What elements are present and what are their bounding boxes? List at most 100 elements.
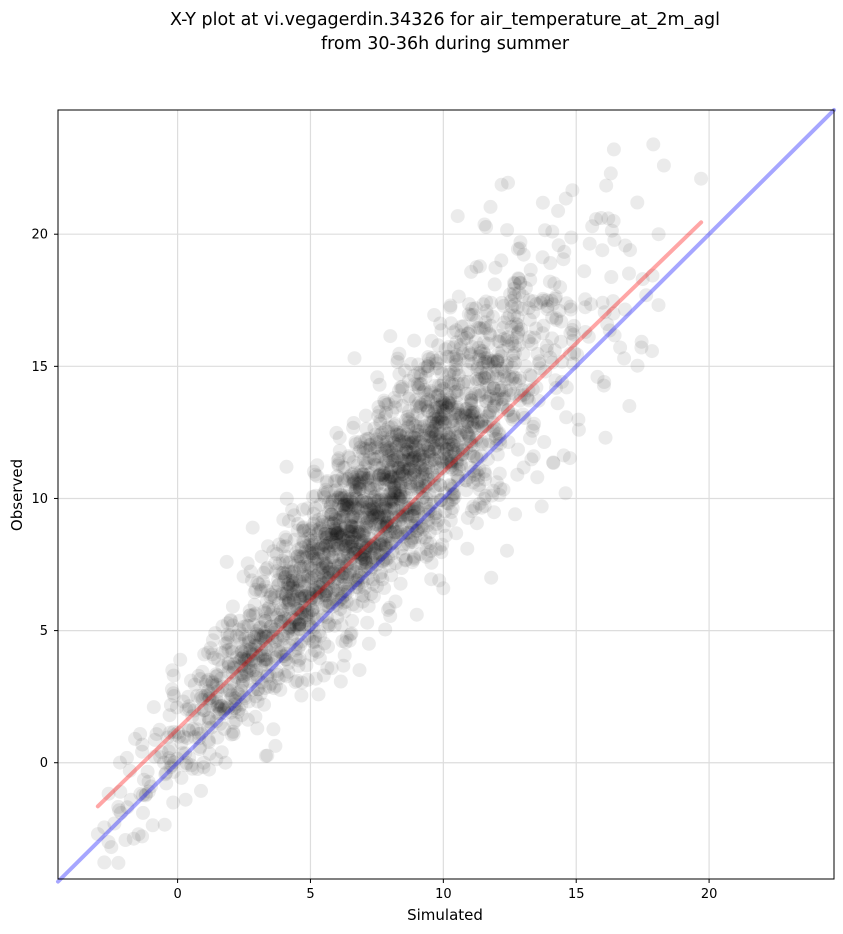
data-point <box>245 642 260 657</box>
data-point <box>483 199 498 214</box>
data-point <box>383 465 398 479</box>
data-point <box>340 570 355 584</box>
data-point <box>344 513 359 528</box>
data-point <box>340 546 355 561</box>
data-point <box>273 645 288 660</box>
data-point <box>304 620 319 634</box>
data-point <box>192 711 207 726</box>
data-point <box>366 510 381 525</box>
data-point <box>343 482 358 497</box>
data-point <box>338 497 352 512</box>
data-point <box>336 512 351 527</box>
data-point <box>411 521 426 536</box>
data-point <box>386 448 401 463</box>
data-point <box>395 464 410 479</box>
data-point <box>407 508 422 523</box>
data-point <box>343 627 358 642</box>
data-point <box>205 693 220 708</box>
data-point <box>258 634 273 649</box>
data-point <box>340 493 355 508</box>
data-point <box>499 383 514 398</box>
data-point <box>424 421 439 436</box>
data-point <box>250 575 265 590</box>
data-point <box>387 485 402 500</box>
y-tick-label: 0 <box>40 756 48 771</box>
data-point <box>337 488 352 503</box>
data-point <box>308 634 323 649</box>
data-point <box>417 428 432 443</box>
data-point <box>212 706 227 721</box>
data-point <box>293 606 308 621</box>
data-point <box>299 539 314 554</box>
data-point <box>332 443 347 458</box>
data-point <box>405 509 420 523</box>
data-point <box>358 442 373 457</box>
data-point <box>328 564 343 578</box>
data-point <box>345 476 360 491</box>
data-point <box>309 527 324 542</box>
data-point <box>182 750 197 765</box>
data-point <box>379 519 394 534</box>
data-point <box>478 371 493 386</box>
data-point <box>348 500 363 515</box>
data-point <box>342 450 357 465</box>
data-point <box>410 511 425 526</box>
data-point <box>533 361 548 376</box>
data-point <box>251 682 266 697</box>
data-point <box>493 436 508 451</box>
data-point <box>398 482 413 496</box>
data-point <box>460 510 475 525</box>
data-point <box>333 586 348 601</box>
data-point <box>179 702 194 717</box>
data-point <box>482 405 497 420</box>
data-point <box>513 388 528 403</box>
data-point <box>360 511 375 526</box>
data-point <box>410 423 425 438</box>
data-point <box>242 663 257 678</box>
data-point <box>386 492 401 507</box>
data-point <box>145 818 160 833</box>
data-point <box>329 527 344 542</box>
data-point <box>504 319 519 334</box>
data-point <box>416 452 431 467</box>
data-point <box>432 361 447 376</box>
data-point <box>329 597 344 612</box>
data-point <box>282 618 297 633</box>
data-point <box>429 412 444 427</box>
data-point <box>253 628 268 643</box>
data-point <box>202 735 216 749</box>
data-point <box>352 444 367 459</box>
data-point <box>272 566 287 580</box>
data-point <box>288 612 303 627</box>
data-point <box>441 496 456 511</box>
data-point <box>286 593 301 608</box>
data-point <box>466 419 481 434</box>
data-point <box>158 767 173 782</box>
data-point <box>477 499 492 514</box>
data-point <box>505 372 520 386</box>
data-point <box>258 681 273 696</box>
data-point <box>345 497 360 512</box>
data-point <box>334 490 349 505</box>
data-point <box>399 427 414 442</box>
data-point <box>285 569 300 584</box>
data-point <box>405 531 420 546</box>
data-point <box>384 484 398 499</box>
data-point <box>523 431 537 446</box>
data-point <box>430 441 445 456</box>
data-point <box>355 574 370 589</box>
data-point <box>475 412 490 427</box>
data-point <box>326 516 341 531</box>
data-point <box>589 212 603 227</box>
data-point <box>357 529 372 544</box>
data-point <box>316 510 331 525</box>
data-point <box>358 552 373 567</box>
data-point <box>284 601 299 616</box>
data-point <box>512 373 527 388</box>
data-point <box>221 630 236 645</box>
data-point <box>413 435 427 450</box>
data-point <box>152 722 167 737</box>
data-point <box>300 569 315 584</box>
data-point <box>433 433 448 448</box>
data-point <box>388 516 402 531</box>
